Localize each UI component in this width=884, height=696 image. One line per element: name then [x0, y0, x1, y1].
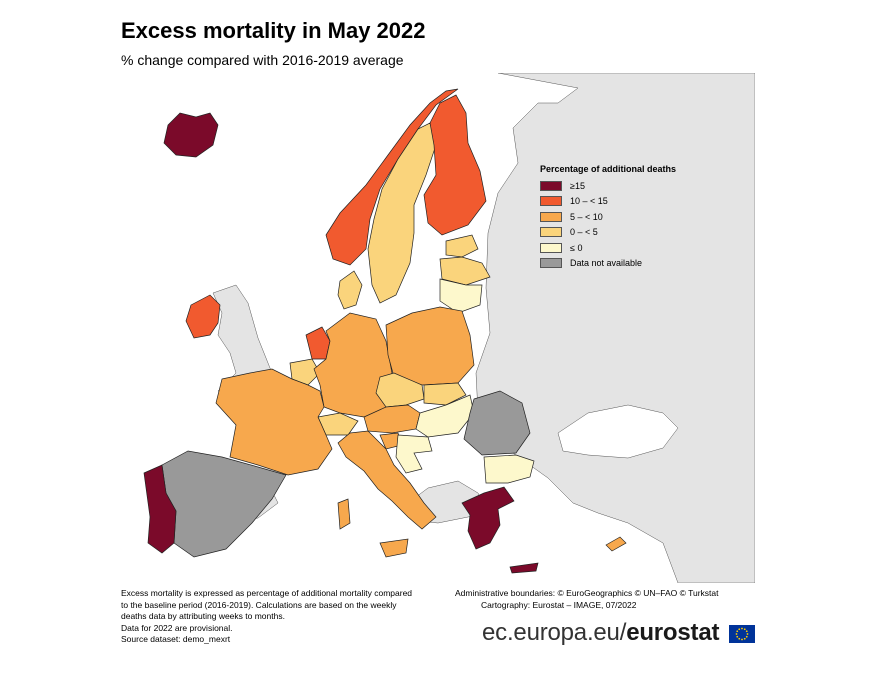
region-italy	[337, 430, 437, 530]
region-iceland	[163, 112, 219, 158]
brand-url: ec.europa.eu/	[482, 619, 627, 646]
legend-swatch	[540, 211, 562, 222]
region-belgium	[289, 358, 321, 386]
region-ireland	[185, 294, 221, 339]
region-france	[215, 368, 333, 476]
region-portugal	[143, 464, 177, 554]
region-romania	[463, 390, 531, 456]
footnote-line: Data for 2022 are provisional.	[121, 622, 233, 633]
region-slovakia	[423, 382, 467, 406]
cartography-credit: Cartography: Eurostat – IMAGE, 07/2022	[481, 599, 637, 610]
region-sweden	[367, 122, 437, 304]
region-lithuania	[439, 278, 483, 314]
region-croatia	[395, 434, 433, 474]
legend-swatch	[540, 227, 562, 238]
region-norway	[325, 88, 459, 266]
legend-swatch	[540, 196, 562, 207]
black-sea	[557, 404, 679, 459]
europe-map	[118, 73, 755, 583]
legend-item: 5 – < 10	[540, 209, 676, 225]
legend-item: ≥15	[540, 178, 676, 194]
region-finland	[423, 94, 487, 236]
legend-label: Data not available	[570, 258, 643, 269]
legend-title: Percentage of additional deaths	[540, 164, 677, 174]
eurostat-brand[interactable]: ec.europa.eu/eurostat	[482, 619, 719, 647]
footnote-right: Administrative boundaries: © EuroGeograp…	[455, 588, 765, 611]
legend-label: 0 – < 5	[570, 227, 598, 238]
legend: Percentage of additional deaths ≥15 10 – …	[540, 164, 676, 271]
footnote-line: deaths data by attributing weeks to mont…	[121, 611, 285, 621]
legend-item: 10 – < 15	[540, 194, 676, 210]
legend-item: ≤ 0	[540, 240, 676, 256]
boundaries-credit: Administrative boundaries: © EuroGeograp…	[455, 588, 719, 598]
countries	[143, 88, 627, 574]
legend-label: ≥15	[570, 180, 585, 191]
map-title: Excess mortality in May 2022	[121, 18, 426, 43]
map-subtitle: % change compared with 2016-2019 average	[121, 52, 404, 68]
region-latvia	[439, 256, 491, 286]
legend-item: Data not available	[540, 256, 676, 272]
legend-swatch	[540, 180, 562, 191]
legend-items: ≥15 10 – < 15 5 – < 10 0 – < 5 ≤ 0 Data not a…	[540, 178, 676, 271]
region-hungary	[415, 394, 475, 438]
eu-flag-icon	[729, 625, 755, 643]
region-sardinia	[337, 498, 351, 530]
region-sicily	[379, 538, 409, 558]
region-estonia	[445, 234, 479, 258]
region-denmark	[337, 270, 363, 310]
legend-label: 10 – < 15	[570, 196, 608, 207]
region-greece	[461, 486, 515, 550]
footnote-left: Excess mortality is expressed as percent…	[121, 588, 461, 646]
footnote-line: Excess mortality is expressed as percent…	[121, 588, 413, 598]
region-czechia	[375, 372, 425, 408]
legend-swatch	[540, 242, 562, 253]
legend-label: 5 – < 10	[570, 211, 603, 222]
region-bulgaria	[483, 454, 535, 484]
legend-item: 0 – < 5	[540, 225, 676, 241]
legend-label: ≤ 0	[570, 242, 583, 253]
region-crete	[509, 562, 539, 574]
legend-swatch	[540, 258, 562, 269]
brand-name: eurostat	[626, 619, 720, 646]
footnote-line: Source dataset: demo_mexrt	[121, 634, 231, 644]
region-cyprus	[605, 536, 627, 552]
footnote-line: to the baseline period (2016-2019). Calc…	[121, 599, 397, 610]
region-poland	[385, 306, 475, 386]
